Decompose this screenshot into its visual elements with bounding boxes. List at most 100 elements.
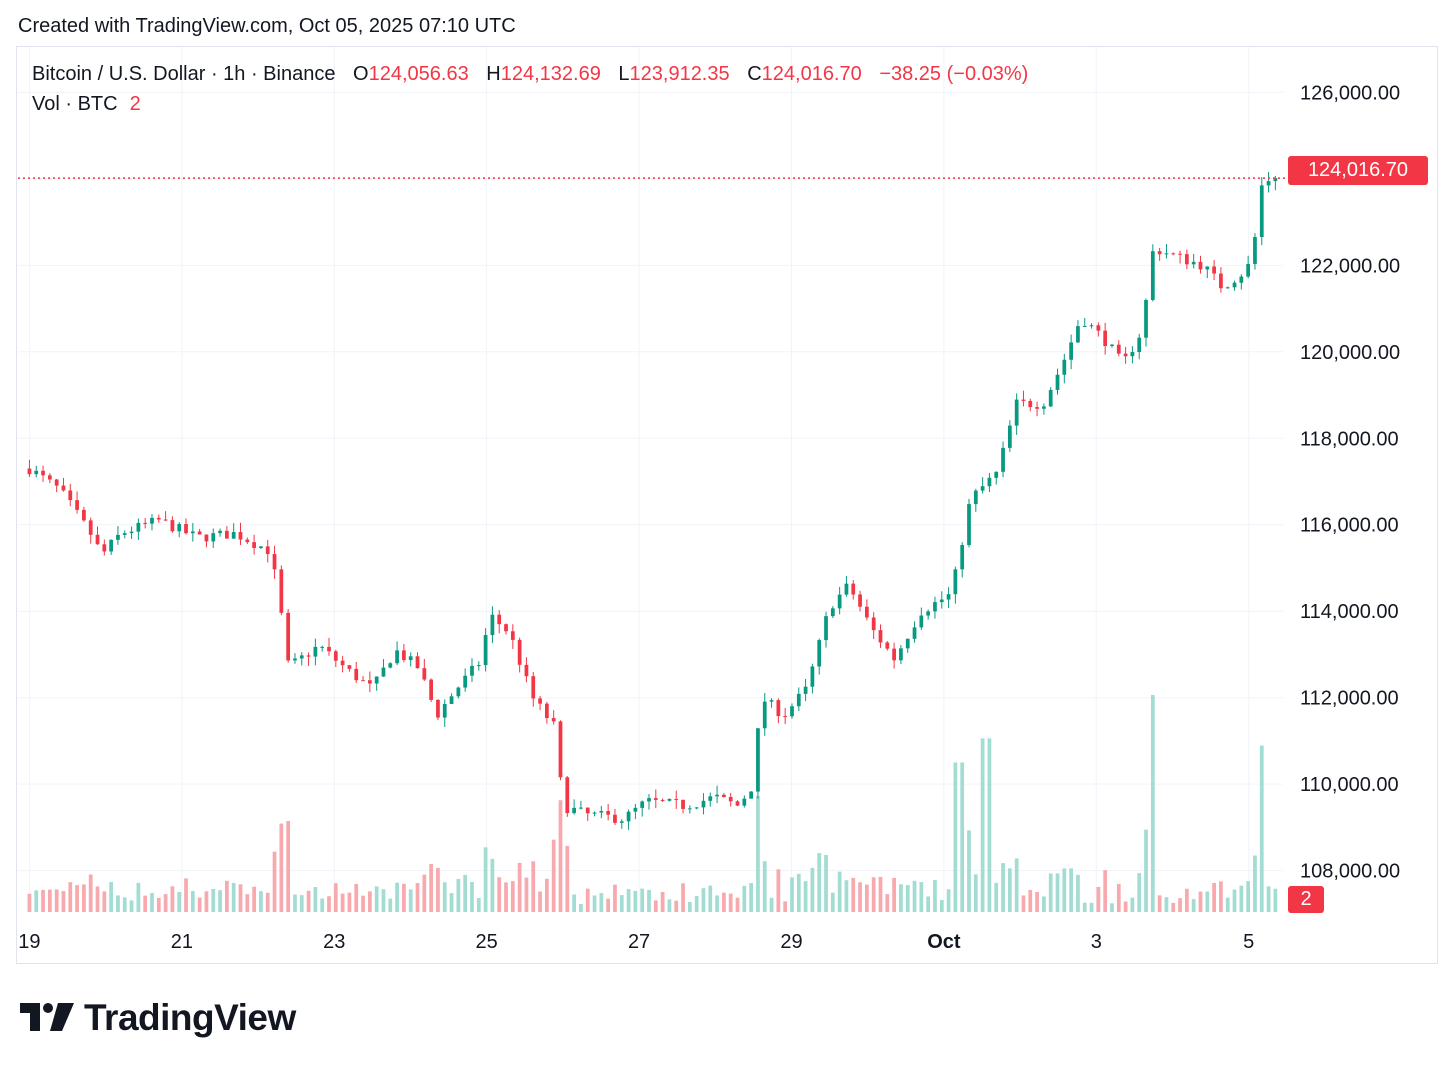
volume-bar bbox=[129, 900, 134, 912]
volume-bar bbox=[538, 891, 542, 912]
volume-bar bbox=[1273, 888, 1278, 912]
volume-bar bbox=[994, 882, 999, 912]
candlestick-series bbox=[27, 171, 1278, 830]
tradingview-logo[interactable]: TradingView bbox=[20, 996, 296, 1040]
volume-bar bbox=[1048, 873, 1053, 912]
volume-bar bbox=[293, 894, 297, 912]
volume-bar bbox=[333, 883, 338, 912]
candle-body bbox=[953, 569, 958, 595]
volume-bar bbox=[973, 874, 978, 912]
volume-bar bbox=[674, 900, 679, 912]
volume-bar bbox=[912, 880, 917, 912]
volume-bar bbox=[613, 884, 617, 912]
candle-body bbox=[1150, 251, 1155, 300]
volume-bar bbox=[483, 847, 488, 912]
candle-body bbox=[27, 468, 32, 475]
candle-body bbox=[286, 612, 291, 661]
candle-body bbox=[422, 668, 427, 680]
low-value: 123,912.35 bbox=[629, 63, 730, 85]
candle-body bbox=[116, 534, 120, 540]
time-tick-label: 19 bbox=[18, 931, 40, 953]
volume-bar bbox=[660, 891, 665, 912]
candle-body bbox=[803, 686, 808, 694]
volume-bar bbox=[1007, 868, 1012, 912]
candle-body bbox=[919, 615, 924, 628]
volume-bar bbox=[279, 823, 284, 912]
candle-body bbox=[54, 479, 59, 486]
volume-bar bbox=[1212, 882, 1216, 912]
price-tick-label: 114,000.00 bbox=[1300, 601, 1399, 623]
volume-bar bbox=[817, 853, 822, 912]
candle-body bbox=[905, 638, 910, 649]
price-tick-label: 112,000.00 bbox=[1300, 688, 1399, 710]
volume-bar bbox=[1157, 895, 1162, 912]
volume-bar bbox=[783, 901, 788, 912]
candle-body bbox=[61, 485, 66, 491]
change-value: −38.25 (−0.03%) bbox=[879, 63, 1029, 85]
candle-body bbox=[1253, 236, 1257, 264]
volume-bar bbox=[790, 877, 794, 912]
volume-bar bbox=[429, 863, 434, 912]
candle-body bbox=[653, 798, 658, 800]
volume-bar bbox=[109, 881, 114, 912]
chart-frame bbox=[16, 46, 1438, 964]
candle-body bbox=[1035, 407, 1039, 409]
volume-bar bbox=[769, 897, 774, 912]
candle-body bbox=[340, 660, 345, 666]
volume-bar bbox=[681, 883, 685, 912]
candle-body bbox=[667, 798, 672, 801]
candle-body bbox=[1130, 351, 1135, 357]
candle-body bbox=[967, 504, 971, 546]
volume-bar bbox=[245, 894, 250, 912]
tradingview-logo-icon bbox=[20, 1003, 74, 1031]
candle-body bbox=[926, 611, 931, 616]
candle-body bbox=[722, 794, 726, 797]
volume-bar bbox=[354, 883, 359, 912]
candle-body bbox=[156, 517, 161, 520]
volume-bar bbox=[960, 762, 965, 912]
volume-bar bbox=[27, 893, 32, 912]
candle-body bbox=[545, 703, 549, 719]
volume-bar bbox=[374, 886, 379, 912]
volume-bar bbox=[470, 881, 474, 912]
candle-body bbox=[225, 530, 229, 539]
volume-bar bbox=[54, 889, 59, 912]
volume-bar bbox=[1055, 873, 1060, 912]
candle-body bbox=[572, 807, 576, 814]
candle-body bbox=[279, 569, 284, 613]
candle-body bbox=[272, 553, 277, 570]
volume-bar bbox=[1239, 885, 1244, 912]
volume-bar bbox=[1205, 891, 1210, 912]
volume-bar bbox=[88, 874, 93, 912]
candle-body bbox=[442, 703, 447, 718]
candle-body bbox=[354, 668, 359, 681]
candle-body bbox=[1191, 261, 1196, 265]
candle-body bbox=[538, 698, 542, 704]
last-price-tag: 124,016.70 bbox=[1288, 156, 1428, 185]
volume-bar bbox=[1137, 873, 1142, 912]
candle-body bbox=[415, 656, 420, 669]
volume-bar bbox=[558, 800, 563, 912]
time-tick-label: 23 bbox=[323, 931, 345, 953]
volume-bar bbox=[844, 880, 849, 912]
candle-body bbox=[756, 728, 760, 792]
volume-bar bbox=[905, 885, 910, 912]
candle-body bbox=[1096, 325, 1101, 331]
volume-bar bbox=[47, 889, 52, 912]
candle-body bbox=[436, 699, 440, 718]
candle-body bbox=[184, 524, 188, 534]
volume-bar bbox=[1266, 886, 1271, 912]
candle-body bbox=[987, 477, 992, 487]
close-value: 124,016.70 bbox=[761, 63, 862, 85]
candle-body bbox=[613, 814, 617, 823]
price-axis: 108,000.00 110,000.00 112,000.00 114,000.00… bbox=[1300, 82, 1400, 882]
candle-body bbox=[687, 808, 692, 810]
volume-bar bbox=[299, 895, 304, 912]
candle-body bbox=[238, 532, 243, 540]
candle-body bbox=[320, 646, 325, 648]
candle-body bbox=[864, 606, 869, 618]
candle-body bbox=[619, 821, 624, 823]
volume-bar bbox=[926, 896, 931, 912]
candle-body bbox=[585, 807, 590, 814]
